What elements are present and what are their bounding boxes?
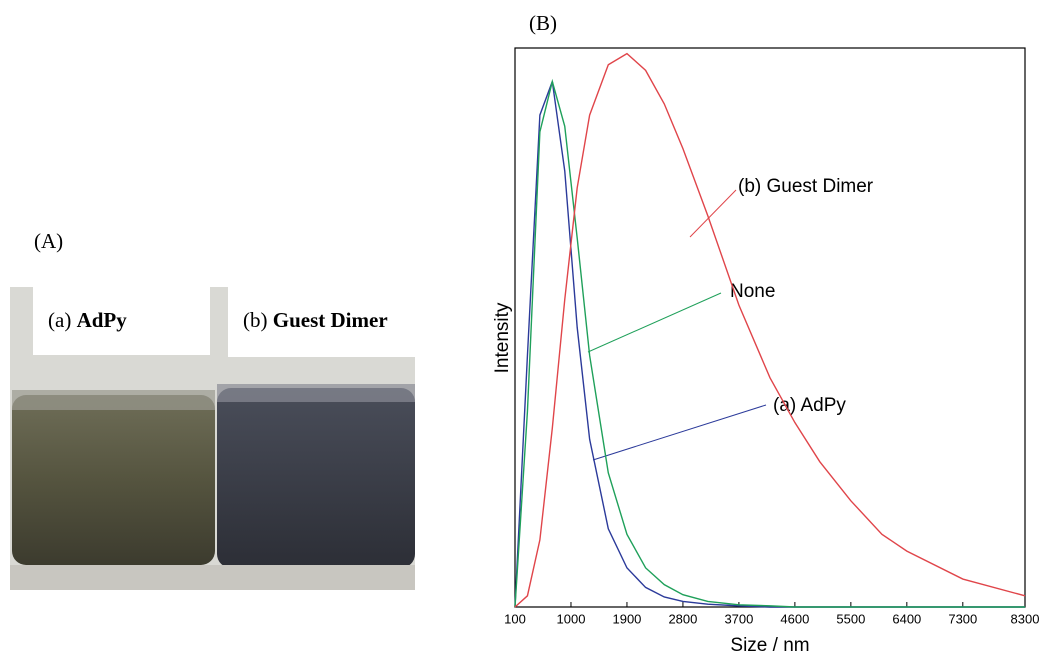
photo-caption: (b) Guest Dimer: [243, 308, 388, 332]
caption-name: AdPy: [77, 308, 128, 332]
caption-prefix: (a): [48, 308, 71, 332]
plot-frame: [515, 48, 1025, 607]
line-series: [515, 54, 1025, 607]
caption-prefix: (b): [243, 308, 268, 332]
x-tick-label: 6400: [892, 611, 921, 626]
x-tick-label: 7300: [948, 611, 977, 626]
x-tick-label: 4600: [780, 611, 809, 626]
y-axis-label: Intensity: [492, 302, 513, 373]
caption-name: Guest Dimer: [273, 308, 388, 332]
panel-label: (B): [529, 11, 557, 35]
figure: (A) (a) AdPy (b) Guest Dimer (B) Size / …: [0, 0, 1050, 662]
x-tick-label: 1000: [557, 611, 586, 626]
photo-caption: (a) AdPy: [48, 308, 127, 332]
leader-line: [588, 293, 721, 352]
photo: [10, 287, 447, 590]
panel-label: (A): [34, 229, 63, 253]
x-tick-label: 100: [504, 611, 526, 626]
series-label: (b) Guest Dimer: [738, 176, 874, 197]
page: (A) (a) AdPy (b) Guest Dimer (B) Size / …: [0, 0, 1050, 662]
x-tick-label: 5500: [836, 611, 865, 626]
x-tick-label: 2800: [668, 611, 697, 626]
x-tick-label: 1900: [612, 611, 641, 626]
line-series: [515, 82, 1025, 607]
x-tick-label: 8300: [1011, 611, 1040, 626]
line-series: [515, 82, 1025, 607]
x-tick-label: 3700: [724, 611, 753, 626]
x-axis-label: Size / nm: [730, 635, 809, 656]
leader-line: [593, 405, 766, 460]
series-label: (a) AdPy: [773, 395, 846, 416]
